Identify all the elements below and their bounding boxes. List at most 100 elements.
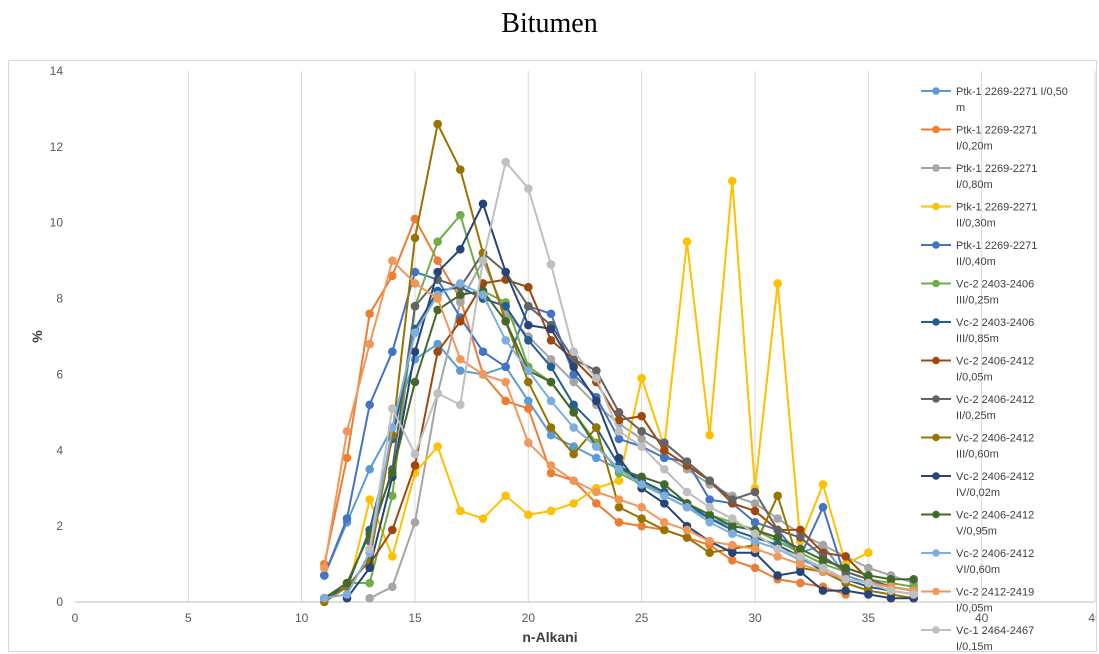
y-tick-label: 14 xyxy=(50,64,64,78)
data-point xyxy=(410,518,420,527)
legend-label-line2: m xyxy=(956,102,965,114)
x-tick-label: 45 xyxy=(1088,611,1096,625)
data-point xyxy=(592,453,601,463)
data-point xyxy=(524,320,533,330)
legend-label: Vc-2 2412-2419 xyxy=(956,587,1034,599)
x-tick-label: 10 xyxy=(295,611,309,625)
line-chart: 0 5 10 15 20 25 30 35 40 45 0 2 4 6 8 10 12 14 n-Alkani% Pt… xyxy=(29,64,1096,651)
y-tick-label: 12 xyxy=(50,140,64,154)
legend-label-line2: III/0,60m xyxy=(956,449,999,461)
x-tick-label: 30 xyxy=(748,611,762,625)
data-point xyxy=(569,442,578,451)
legend-label-line2: I/0,80m xyxy=(956,179,993,191)
data-point xyxy=(705,518,714,527)
legend-label: Ptk-1 2269-2271 xyxy=(956,125,1037,137)
legend-label: Vc-2 2406-2412 xyxy=(956,471,1034,483)
data-point xyxy=(546,260,556,269)
data-point xyxy=(546,430,556,440)
data-point xyxy=(750,537,760,546)
legend-label-line2: V/0,95m xyxy=(956,526,997,538)
data-point xyxy=(637,442,646,451)
data-point xyxy=(705,430,714,440)
data-point xyxy=(592,487,601,497)
data-point xyxy=(728,514,737,523)
data-point xyxy=(546,506,556,516)
data-point xyxy=(365,464,374,474)
legend-marker xyxy=(932,202,940,211)
legend-marker xyxy=(932,549,940,557)
legend-marker xyxy=(932,433,940,442)
data-point xyxy=(569,476,578,485)
data-point xyxy=(433,256,442,265)
data-point xyxy=(614,495,624,504)
data-point xyxy=(342,578,352,588)
data-point xyxy=(365,563,374,573)
data-point xyxy=(478,347,488,356)
data-point xyxy=(614,408,624,417)
x-tick-label: 5 xyxy=(185,611,192,625)
data-point xyxy=(637,514,646,523)
data-point xyxy=(478,199,488,209)
data-point xyxy=(750,506,760,516)
data-point xyxy=(773,514,782,523)
data-point xyxy=(818,586,828,595)
data-point xyxy=(682,487,692,497)
data-point xyxy=(592,366,601,375)
x-tick-label: 35 xyxy=(862,611,876,625)
data-point xyxy=(796,544,805,554)
data-point xyxy=(524,366,533,375)
data-point xyxy=(501,377,510,387)
data-point xyxy=(546,423,556,432)
data-point xyxy=(705,476,714,485)
data-point xyxy=(501,267,510,277)
data-point xyxy=(388,256,397,265)
legend-label-line2: III/0,85m xyxy=(956,333,999,345)
data-point xyxy=(682,533,692,542)
data-point xyxy=(750,563,760,573)
data-point xyxy=(410,377,420,387)
data-point xyxy=(524,184,533,193)
data-point xyxy=(524,438,533,448)
legend-marker xyxy=(932,318,940,326)
data-point xyxy=(546,461,556,470)
data-point xyxy=(592,396,601,406)
data-point xyxy=(456,165,465,174)
legend-label: Vc-2 2406-2412 xyxy=(956,356,1034,368)
data-point xyxy=(705,495,714,504)
data-point xyxy=(410,233,420,243)
data-point xyxy=(569,449,578,459)
data-point xyxy=(818,480,828,489)
data-point xyxy=(569,362,578,372)
legend-label: Ptk-1 2269-2271 xyxy=(956,240,1037,252)
data-point xyxy=(433,119,442,129)
data-point xyxy=(410,301,420,311)
data-point xyxy=(614,502,624,512)
data-point xyxy=(637,521,646,531)
data-point xyxy=(682,502,692,512)
data-point xyxy=(501,396,510,406)
legend-label: Vc-1 2464-2467 xyxy=(956,625,1034,637)
data-point xyxy=(773,279,782,288)
data-point xyxy=(909,590,918,599)
data-point xyxy=(410,461,420,470)
data-point xyxy=(728,495,737,504)
data-point xyxy=(546,468,556,478)
legend-label: Ptk-1 2269-2271 xyxy=(956,202,1037,214)
legend-label: Ptk-1 2269-2271 xyxy=(956,163,1037,175)
data-point xyxy=(841,563,850,573)
y-tick-label: 2 xyxy=(56,519,63,533)
data-point xyxy=(501,301,510,311)
data-point xyxy=(365,578,374,588)
data-point xyxy=(320,563,329,573)
data-point xyxy=(660,480,669,489)
data-point xyxy=(546,396,556,406)
legend-marker xyxy=(932,472,940,480)
x-axis-title: n-Alkani xyxy=(522,629,577,645)
data-point xyxy=(614,518,624,527)
data-point xyxy=(456,210,465,220)
data-point xyxy=(501,491,510,501)
data-point xyxy=(886,593,896,603)
data-point xyxy=(796,559,805,569)
legend-label-line2: III/0,25m xyxy=(956,295,999,307)
data-point xyxy=(796,525,805,535)
